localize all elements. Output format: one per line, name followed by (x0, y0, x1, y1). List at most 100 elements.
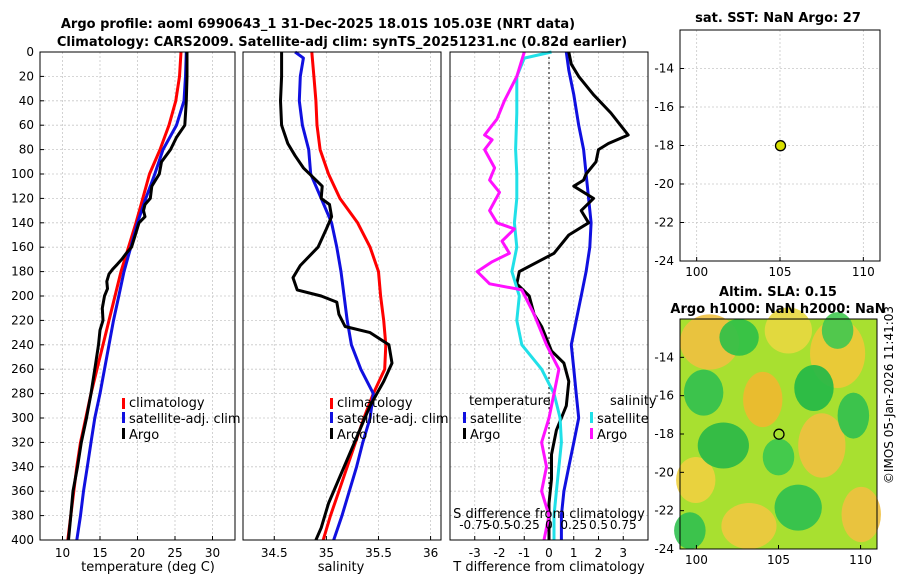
x-tick-label: -2 (494, 546, 506, 560)
sla-anomaly-blob (837, 392, 870, 439)
series-line-s-satellite (510, 50, 563, 540)
x-tick-label: 34.5 (261, 546, 288, 560)
series-line-satellite-adj-clim (75, 51, 188, 541)
legend-t-argo: Argo (470, 428, 500, 443)
x-tick-label: 36 (423, 546, 438, 560)
x-tick-label: 3 (619, 546, 627, 560)
series-line-satellite-adj-clim (294, 50, 375, 541)
x-tick-label: 110 (849, 553, 872, 567)
sla-anomaly-blob (762, 438, 795, 476)
y-tick-label: 400 (11, 533, 34, 547)
x-tick-label: 105 (769, 265, 792, 279)
legend-swatch-climatology (122, 398, 125, 409)
y-tick-label: -16 (654, 100, 674, 114)
difference-plot: -3 -2 -1 0 1 2 3 -0.75-0.5-0.25 0 0.25 0.5 0.75 (449, 50, 649, 560)
legend-swatch-t-argo (463, 428, 466, 439)
y-tick-label: 380 (11, 509, 34, 523)
series-line-argo (279, 52, 394, 541)
temperature-plot: 10 15 20 25 30020406080100120140160180200220… (11, 45, 236, 560)
legend-argo: Argo (337, 428, 367, 443)
y-tick-label: -20 (654, 465, 674, 479)
legend-swatch-s-argo (590, 428, 593, 439)
difference-legend: temperature salinity satellite Argo sate… (463, 394, 657, 443)
y-tick-label: 280 (11, 387, 34, 401)
legend-swatch-satellite (330, 412, 333, 423)
y-tick-label: 160 (11, 240, 34, 254)
x-tick-label: 35 (319, 546, 334, 560)
x-tick-label: 2 (595, 546, 603, 560)
y-tick-label: -18 (654, 139, 674, 153)
sla-map-title: Altim. SLA: 0.15 (719, 285, 837, 300)
legend-temperature-title: temperature (469, 394, 551, 409)
sla-anomaly-blob (798, 413, 846, 478)
salinity-legend: climatology satellite-adj. clim Argo (330, 396, 449, 443)
x-tick-label: 20 (130, 546, 145, 560)
y-tick-label: -24 (654, 542, 674, 556)
s-tick-label: 0 (545, 518, 553, 532)
series-line-argo (67, 52, 189, 541)
legend-satellite: satellite-adj. clim (337, 412, 449, 427)
sla-anomaly-blob (743, 371, 783, 428)
x-tick-label: 100 (685, 553, 708, 567)
salinity-xlabel: salinity (318, 560, 365, 575)
y-tick-label: -22 (654, 504, 674, 518)
legend-swatch-satellite (122, 412, 125, 423)
y-tick-label: 240 (11, 338, 34, 352)
y-tick-label: -24 (654, 254, 674, 268)
y-tick-label: 100 (11, 167, 34, 181)
legend-s-argo: Argo (597, 428, 627, 443)
sla-anomaly-blob (674, 512, 706, 549)
y-tick-label: 320 (11, 435, 34, 449)
temperature-legend: climatology satellite-adj. clim Argo (122, 396, 241, 443)
sla-anomaly-blob (676, 457, 716, 503)
x-tick-label: 10 (55, 546, 70, 560)
y-tick-label: 340 (11, 460, 34, 474)
sla-anomaly-blob (821, 312, 854, 349)
legend-swatch-argo (330, 428, 333, 439)
s-tick-label: -0.5 (488, 518, 511, 532)
s-tick-label: 0.25 (560, 518, 587, 532)
sla-anomaly-blob (683, 369, 724, 416)
x-tick-label: 30 (205, 546, 220, 560)
legend-t-satellite: satellite (470, 412, 522, 427)
imos-watermark: ©IMOS 05-Jan-2026 11:41:03 (882, 306, 896, 484)
y-tick-label: 180 (11, 265, 34, 279)
s-tick-label: 0.75 (610, 518, 637, 532)
difference-s-xlabel: S difference from climatology (453, 507, 645, 522)
legend-argo: Argo (129, 428, 159, 443)
legend-swatch-s-satellite (590, 412, 593, 423)
y-tick-label: 20 (19, 69, 34, 83)
s-tick-label: 0.5 (589, 518, 608, 532)
legend-swatch-t-satellite (463, 412, 466, 423)
legend-satellite: satellite-adj. clim (129, 412, 241, 427)
y-tick-label: 300 (11, 411, 34, 425)
series-line-t-argo (515, 51, 630, 540)
legend-s-satellite: satellite (597, 412, 649, 427)
series-line-t-satellite (559, 51, 593, 540)
sst-map: 100 105 110 -14 -16 -18 -20 -22 -24 (654, 29, 881, 279)
sla-anomaly-blob (841, 486, 881, 543)
x-tick-label: 0 (545, 546, 553, 560)
y-tick-label: 120 (11, 191, 34, 205)
argo-position-marker (774, 140, 787, 152)
y-tick-label: -16 (654, 389, 674, 403)
y-tick-label: -20 (654, 177, 674, 191)
y-tick-label: -22 (654, 216, 674, 230)
plot-frame (242, 51, 442, 541)
x-tick-label: -3 (469, 546, 481, 560)
x-tick-label: 110 (852, 265, 875, 279)
series-line-climatology (310, 51, 388, 541)
y-tick-label: 260 (11, 362, 34, 376)
y-tick-label: 220 (11, 313, 34, 327)
argo-position-marker (773, 428, 785, 440)
sla-anomaly-blob (774, 484, 822, 531)
sla-anomaly-blob (721, 503, 777, 549)
y-tick-label: 0 (26, 45, 34, 59)
y-tick-label: 60 (19, 118, 34, 132)
figure-title-line2: Climatology: CARS2009. Satellite-adj cli… (57, 35, 627, 50)
legend-salinity-title: salinity (610, 394, 657, 409)
y-tick-label: 140 (11, 216, 34, 230)
difference-xlabel: T difference from climatology (452, 560, 645, 575)
x-tick-label: 35.5 (365, 546, 392, 560)
